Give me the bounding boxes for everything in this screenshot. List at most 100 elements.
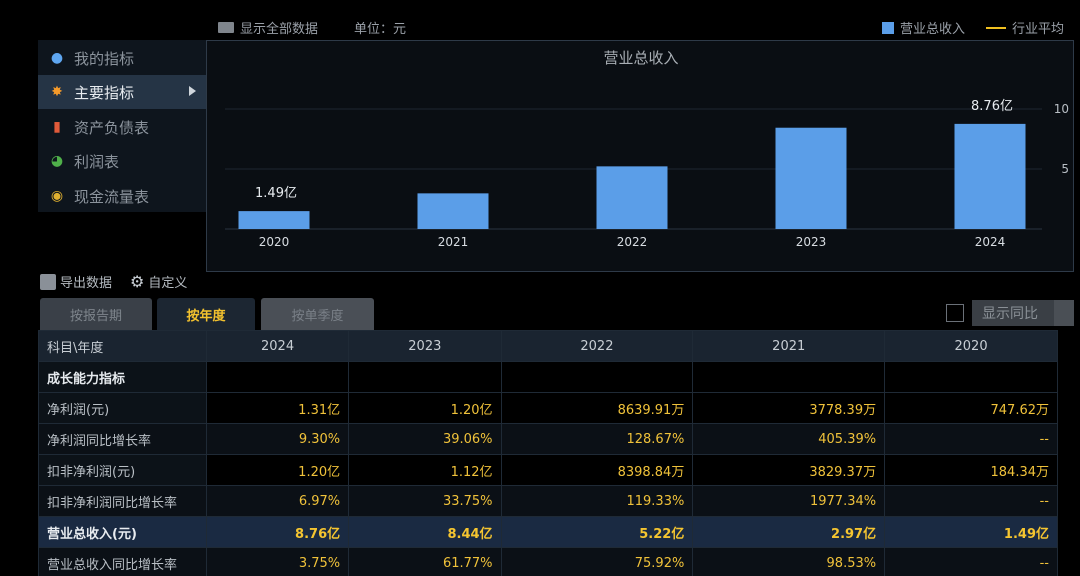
- pie-icon: ◕: [50, 153, 64, 169]
- bar-2022: [596, 166, 668, 229]
- tab-by-year[interactable]: 按年度: [157, 298, 255, 330]
- cell: 3778.39万: [692, 392, 886, 424]
- x-tick-label: 2022: [617, 235, 648, 249]
- bar-2023: [775, 127, 847, 229]
- x-tick-label: 2024: [975, 235, 1006, 249]
- row-label: 扣非净利润同比增长率: [38, 485, 207, 517]
- cell: 1.20亿: [348, 392, 502, 424]
- cell: 8.76亿: [205, 516, 350, 548]
- show-yoy-button[interactable]: 显示同比: [972, 300, 1074, 326]
- gear-icon: ⚙: [130, 272, 145, 291]
- data-label-2024: 8.76亿: [971, 99, 1013, 114]
- show-yoy-label: 显示同比: [982, 306, 1038, 322]
- row-label: 成长能力指标: [38, 361, 207, 393]
- tab-by-quarter[interactable]: 按单季度: [261, 298, 374, 330]
- cell: 75.92%: [500, 547, 694, 576]
- export-data-button[interactable]: 导出数据: [40, 272, 112, 291]
- row-label: 营业总收入(元): [38, 516, 207, 548]
- table-row[interactable]: 营业总收入同比增长率 3.75% 61.77% 75.92% 98.53% --: [38, 547, 1058, 576]
- nav-item-label: 现金流量表: [74, 187, 150, 206]
- cell: [500, 361, 694, 393]
- legend-bar-swatch: [882, 21, 894, 34]
- table-row[interactable]: 净利润同比增长率 9.30% 39.06% 128.67% 405.39% --: [38, 423, 1058, 455]
- legend-line-swatch: [986, 26, 1006, 29]
- bar-2021: [417, 193, 489, 229]
- cell: 747.62万: [884, 392, 1058, 424]
- row-label: 营业总收入同比增长率: [38, 547, 207, 576]
- legend-revenue-label: 营业总收入: [900, 22, 966, 37]
- row-label: 净利润(元): [38, 392, 207, 424]
- indicator-table: 科目\年度 2024 2023 2022 2021 2020 成长能力指标 净利…: [38, 330, 1058, 576]
- nav-item-label: 主要指标: [74, 83, 135, 102]
- cell: 1977.34%: [692, 485, 886, 517]
- nav-item-label: 资产负债表: [74, 118, 150, 137]
- customize-button[interactable]: ⚙ 自定义: [130, 272, 187, 291]
- coins-icon: ◉: [50, 188, 64, 204]
- customize-label: 自定义: [148, 276, 188, 291]
- cell: 1.31亿: [205, 392, 350, 424]
- cell: 3.75%: [205, 547, 350, 576]
- cell: 1.49亿: [884, 516, 1058, 548]
- cell: 9.30%: [205, 423, 350, 455]
- x-tick-label: 2020: [259, 235, 290, 249]
- cell: 1.20亿: [205, 454, 350, 486]
- cell: 184.34万: [884, 454, 1058, 486]
- nav-item-cashflow[interactable]: ◉ 现金流量表: [38, 179, 206, 213]
- cell: 33.75%: [348, 485, 502, 517]
- cell: 128.67%: [500, 423, 694, 455]
- table-row[interactable]: 扣非净利润(元) 1.20亿 1.12亿 8398.84万 3829.37万 1…: [38, 454, 1058, 486]
- cell: --: [884, 547, 1058, 576]
- export-label: 导出数据: [60, 276, 113, 291]
- nav-item-my-indicators[interactable]: ● 我的指标: [38, 41, 206, 75]
- tab-by-report-period[interactable]: 按报告期: [40, 298, 152, 330]
- cell: 119.33%: [500, 485, 694, 517]
- y-tick-label: 10: [1054, 102, 1069, 116]
- unit-label: 单位：元: [354, 22, 407, 37]
- cell: 61.77%: [348, 547, 502, 576]
- row-label: 扣非净利润(元): [38, 454, 207, 486]
- table-row-highlighted[interactable]: 营业总收入(元) 8.76亿 8.44亿 5.22亿 2.97亿 1.49亿: [38, 516, 1058, 548]
- nav-item-main-indicators[interactable]: ✸ 主要指标: [38, 75, 206, 109]
- cell: 39.06%: [348, 423, 502, 455]
- cell: 6.97%: [205, 485, 350, 517]
- yoy-checkbox[interactable]: [946, 304, 964, 322]
- person-icon: ●: [50, 50, 64, 66]
- legend-avg-label: 行业平均: [1012, 22, 1065, 37]
- revenue-chart: 营业总收入 5 10 2020 1.49亿 2021 2022 2023 2024 8.76亿: [206, 40, 1074, 272]
- cell: [884, 361, 1058, 393]
- header-year: 2020: [884, 330, 1058, 362]
- cell: --: [884, 423, 1058, 455]
- star-icon: ✸: [51, 84, 63, 100]
- nav-item-label: 我的指标: [74, 49, 135, 68]
- header-year: 2021: [692, 330, 886, 362]
- x-tick-label: 2023: [796, 235, 827, 249]
- data-label-2020: 1.49亿: [255, 186, 297, 201]
- monitor-icon: [218, 22, 234, 33]
- table-row[interactable]: 净利润(元) 1.31亿 1.20亿 8639.91万 3778.39万 747…: [38, 392, 1058, 424]
- legend-revenue: 营业总收入: [882, 18, 965, 37]
- export-icon: [40, 273, 56, 290]
- table-header-row: 科目\年度 2024 2023 2022 2021 2020: [38, 330, 1058, 362]
- header-year: 2024: [205, 330, 350, 362]
- cell: [205, 361, 350, 393]
- bar-2024: [954, 123, 1026, 229]
- nav-item-income-statement[interactable]: ◕ 利润表: [38, 144, 206, 178]
- show-all-data-toggle[interactable]: 显示全部数据: [218, 18, 318, 37]
- legend-industry-avg: 行业平均: [986, 18, 1064, 37]
- header-year: 2023: [348, 330, 502, 362]
- cell: [348, 361, 502, 393]
- header-subject-year: 科目\年度: [38, 330, 207, 362]
- chart-title: 营业总收入: [603, 49, 678, 67]
- sheet-icon: ▮: [53, 119, 61, 135]
- nav-item-label: 利润表: [74, 152, 120, 171]
- indicator-nav: ● 我的指标 ✸ 主要指标 ▮ 资产负债表 ◕ 利润表 ◉ 现金流量表: [38, 40, 206, 212]
- table-row[interactable]: 扣非净利润同比增长率 6.97% 33.75% 119.33% 1977.34%…: [38, 485, 1058, 517]
- dropdown-handle[interactable]: [1054, 300, 1074, 326]
- nav-item-balance-sheet[interactable]: ▮ 资产负债表: [38, 110, 206, 144]
- cell: [692, 361, 886, 393]
- row-label: 净利润同比增长率: [38, 423, 207, 455]
- cell: 5.22亿: [500, 516, 694, 548]
- cell: 405.39%: [692, 423, 886, 455]
- arrow-right-icon: [189, 86, 196, 96]
- show-all-label: 显示全部数据: [240, 22, 319, 37]
